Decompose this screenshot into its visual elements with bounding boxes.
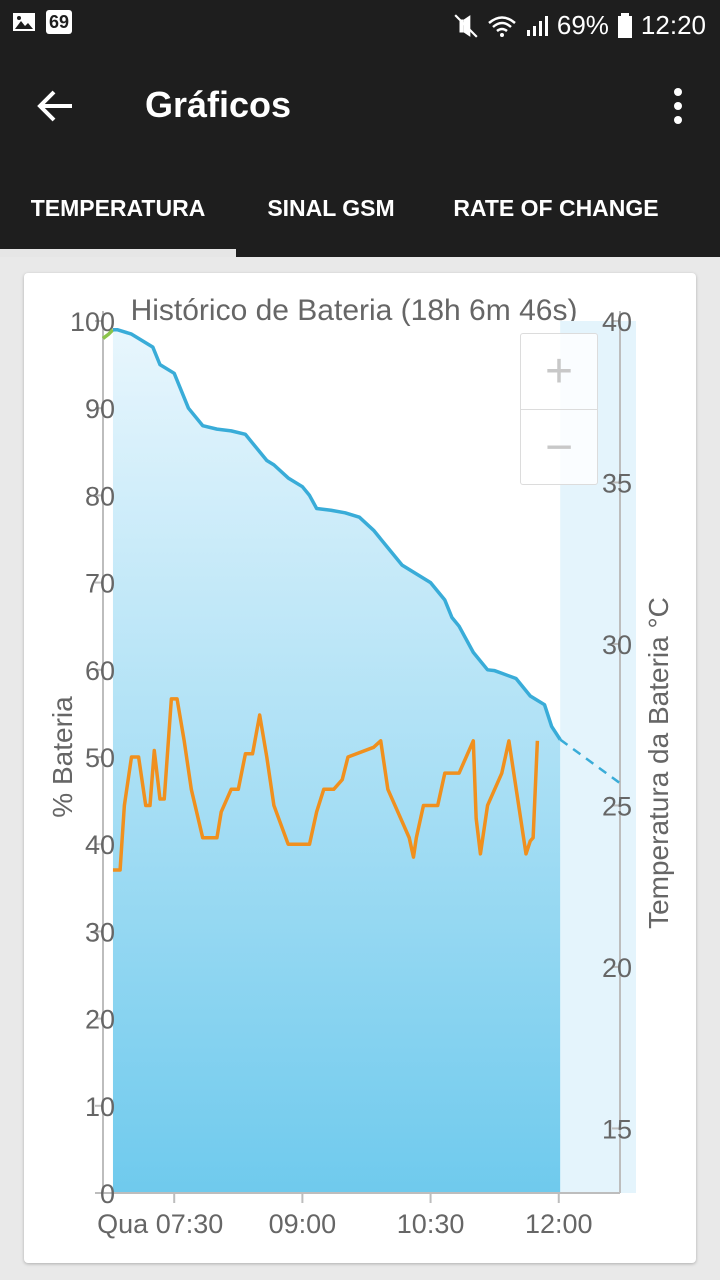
x-tick-label: 12:00 [525, 1209, 593, 1239]
tab-sinal-gsm[interactable]: SINAL GSM [236, 160, 426, 257]
y-tick-label: 70 [85, 569, 115, 599]
battery-icon [617, 12, 632, 38]
y-tick-label: 100 [70, 307, 115, 337]
y-tick-label: 30 [85, 917, 115, 947]
y2-axis-label: Temperatura da Bateria °C [643, 597, 674, 929]
y-tick-label: 0 [100, 1179, 115, 1209]
y-tick-label: 50 [85, 743, 115, 773]
app-bar: Gráficos [0, 50, 720, 160]
zoom-divider [521, 409, 597, 410]
wifi-icon [488, 15, 516, 37]
chart-title: Histórico de Bateria (18h 6m 46s) [131, 294, 578, 327]
chart-card: Histórico de Bateria (18h 6m 46s) % Bate… [24, 273, 696, 1263]
signal-icon [526, 15, 548, 36]
page-title: Gráficos [145, 84, 292, 125]
tab-rate-of-change[interactable]: RATE OF CHANGE [426, 160, 686, 257]
tab-temperatura[interactable]: TEMPERATURA [0, 160, 236, 257]
y2-tick-label: 40 [602, 307, 632, 337]
status-right: 69% 12:20 [453, 10, 706, 41]
y-tick-label: 90 [85, 394, 115, 424]
status-bar: 69 69% 12:20 [0, 0, 720, 50]
temperature-line [112, 697, 540, 872]
y-axis-label: % Bateria [47, 696, 78, 818]
charging-line [101, 328, 115, 340]
x-tick-label: Qua 07:30 [97, 1209, 223, 1239]
y-tick-label: 60 [85, 656, 115, 686]
mute-icon [454, 13, 478, 38]
projection-line [559, 738, 621, 785]
tab-label: RATE OF CHANGE [453, 195, 659, 221]
y2-tick-label: 35 [602, 468, 632, 498]
battery-area [112, 329, 561, 1194]
notification-badge: 69 [46, 10, 73, 34]
y-tick-label: 80 [85, 481, 115, 511]
y2-tick-label: 25 [602, 791, 632, 821]
image-icon [13, 13, 35, 31]
battery-line [112, 327, 562, 741]
y2-tick-label: 20 [602, 953, 632, 983]
tab-indicator [0, 249, 236, 257]
tab-label: SINAL GSM [267, 195, 395, 221]
y2-tick-label: 30 [602, 630, 632, 660]
tab-bar: TEMPERATURA SINAL GSM RATE OF CHANGE [0, 160, 720, 257]
zoom-out-button[interactable]: − [544, 421, 574, 474]
zoom-in-button[interactable]: + [544, 345, 574, 398]
battery-history-chart[interactable]: Histórico de Bateria (18h 6m 46s) % Bate… [24, 273, 696, 1263]
battery-percent: 69% [556, 10, 609, 40]
status-left: 69 [12, 10, 73, 34]
more-vert-icon[interactable] [666, 84, 690, 128]
y2-tick-label: 15 [602, 1114, 632, 1144]
clock: 12:20 [640, 10, 706, 40]
back-arrow-icon[interactable] [34, 84, 78, 128]
y-tick-label: 10 [85, 1092, 115, 1122]
y-tick-label: 20 [85, 1005, 115, 1035]
tab-label: TEMPERATURA [30, 195, 206, 221]
zoom-control: + − [520, 333, 598, 485]
y-tick-label: 40 [85, 830, 115, 860]
x-tick-label: 10:30 [397, 1209, 465, 1239]
x-tick-label: 09:00 [269, 1209, 337, 1239]
